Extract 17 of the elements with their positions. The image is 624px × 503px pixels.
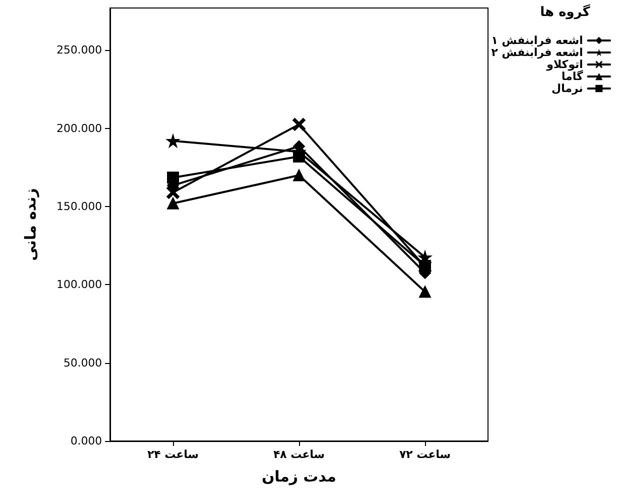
y-tick-label: 150.000	[56, 200, 102, 214]
x-tick-label: ۲۴ ساعت	[147, 448, 199, 461]
legend-label: اشعه فرابنفش ۲	[491, 46, 583, 59]
y-tick-label: 200.000	[56, 122, 102, 135]
legend-label: گاما	[562, 70, 584, 83]
y-tick-label: 0.000	[70, 434, 102, 448]
legend-label: نرمال	[552, 82, 583, 95]
y-tick-label: 250.000	[56, 44, 102, 57]
x-axis-title: مدت زمان	[262, 468, 336, 486]
legend-label: اشعه فرابنفش ۱	[491, 34, 583, 47]
x-tick-label: ۷۲ ساعت	[399, 448, 451, 461]
legend-title: گروه ها	[540, 4, 590, 20]
y-tick-label: 50.000	[64, 356, 102, 370]
y-axis-title: زنده مانی	[22, 188, 40, 261]
y-tick-label: 100.000	[56, 278, 102, 292]
legend-label: اتوکلاو	[546, 58, 583, 71]
x-tick-label: ۴۸ ساعت	[273, 448, 325, 461]
